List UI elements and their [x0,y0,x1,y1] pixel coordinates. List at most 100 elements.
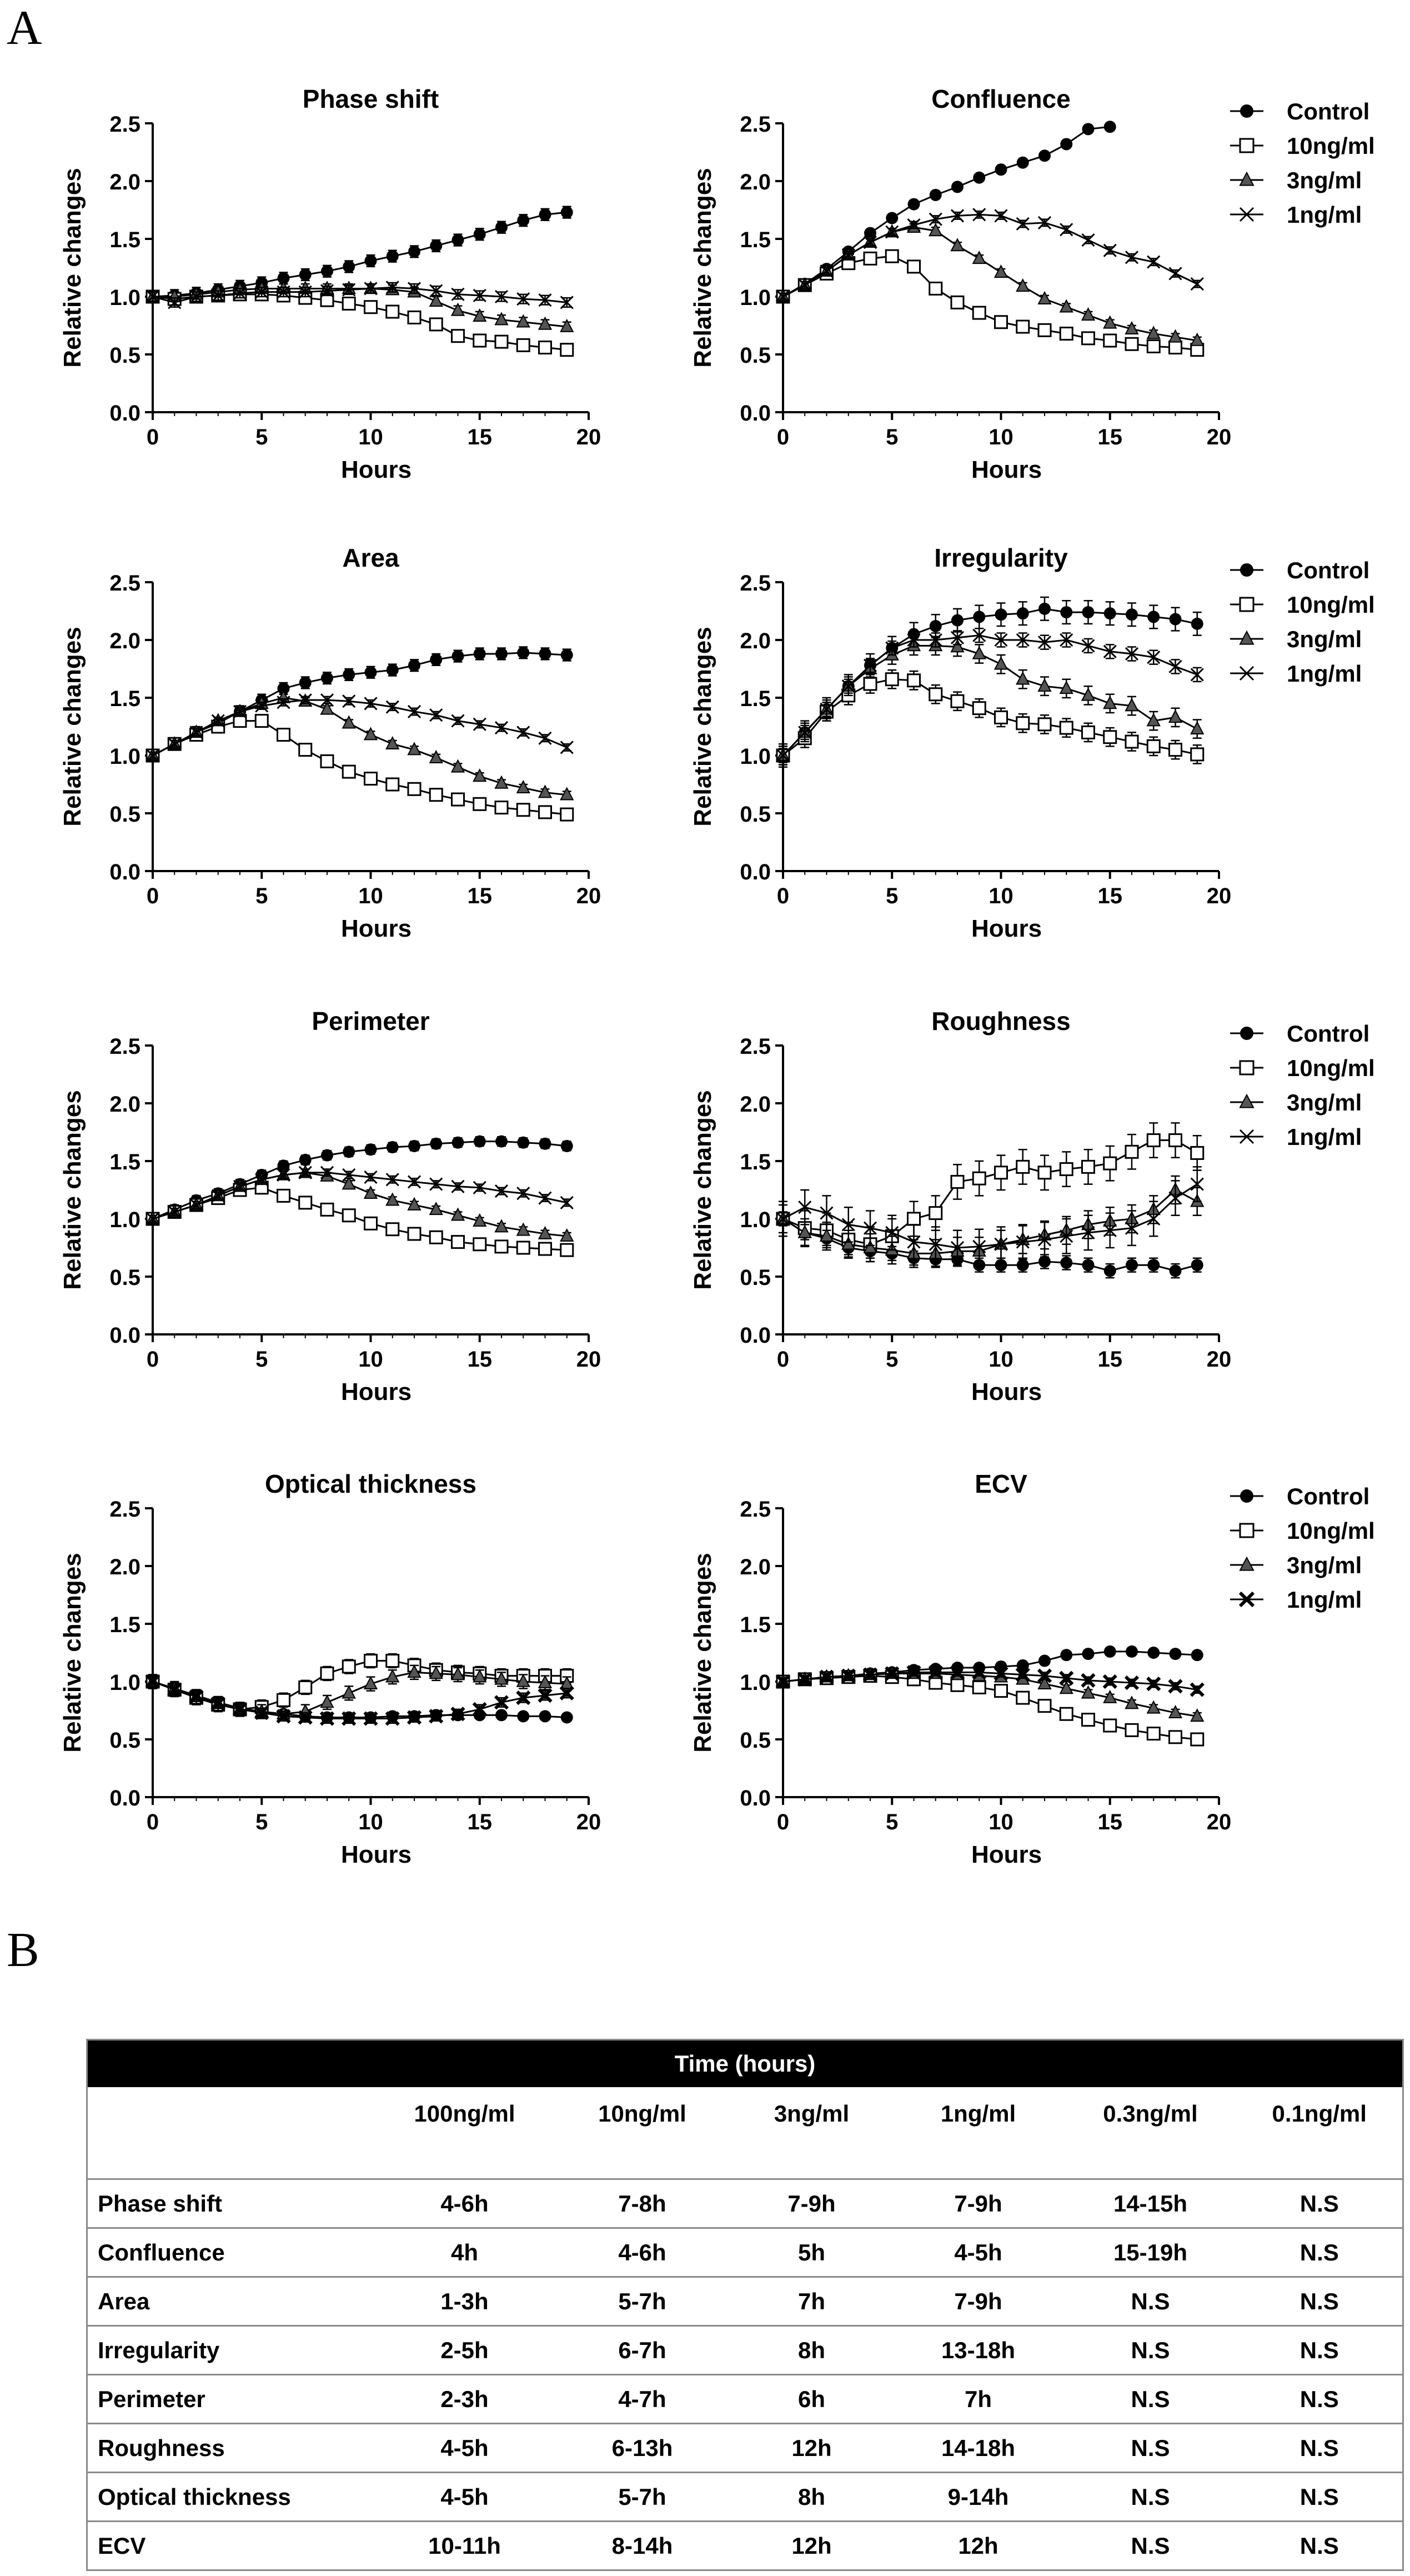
marker-open-square [277,1188,290,1203]
marker-x [1081,233,1095,247]
y-tick-label: 0.5 [109,1266,141,1290]
marker-x [819,1669,834,1684]
y-tick-label: 0.5 [740,1728,771,1753]
table-cell: 1-3h [375,2276,554,2326]
marker-open-square [1016,1159,1030,1174]
marker-open-square [385,1654,400,1668]
table-cell: N.S [1064,2520,1237,2571]
marker-triangle [342,1176,356,1190]
table-cell: N.S [1236,2178,1403,2228]
marker-triangle [1125,698,1139,712]
marker-x [907,1235,921,1249]
marker-x [254,1705,269,1720]
marker-filled-circle [343,668,355,681]
marker-x [885,1226,899,1240]
y-tick-label: 1.5 [740,228,771,252]
marker-x [776,289,790,304]
table-row: Perimeter 2-3h 4-7h 6h 7h N.S N.S [87,2374,1403,2424]
legend-label: 3ng/ml [1287,1089,1362,1116]
marker-x [429,284,443,298]
marker-filled-circle [321,265,333,278]
marker-filled-circle [539,647,551,660]
marker-filled-circle [430,239,443,252]
marker-open-square [1037,1166,1052,1180]
table-title: Time (hours) [87,2039,1403,2087]
marker-x [929,1237,942,1251]
marker-open-square [994,315,1008,329]
y-tick-label: 2.0 [740,1555,771,1579]
marker-filled-circle [560,1139,573,1152]
table-cell: 5-7h [553,2472,731,2522]
marker-filled-circle [451,1136,464,1149]
marker-x [472,1702,487,1717]
marker-x [342,694,356,708]
marker-triangle [1081,307,1096,321]
marker-x [232,1702,248,1717]
marker-filled-circle [1060,138,1073,151]
marker-x [516,292,530,306]
marker-filled-circle [343,1146,355,1158]
marker-x [1060,223,1073,237]
marker-filled-circle [1060,1649,1073,1662]
series-control [147,1675,573,1724]
marker-x [1147,1212,1161,1226]
x-tick-label: 0 [777,884,789,908]
marker-filled-circle [1240,104,1253,118]
marker-filled-circle [430,1137,443,1150]
chart-title: Area [342,543,399,572]
marker-filled-circle [1126,1259,1138,1272]
marker-open-square [407,1227,422,1241]
legend-label: 3ng/ml [1287,167,1362,193]
x-tick-label: 15 [468,1347,493,1372]
x-tick-label: 10 [988,1347,1013,1372]
marker-triangle [1081,1685,1096,1699]
y-tick-label: 1.5 [740,687,771,711]
marker-x [928,1665,943,1680]
marker-triangle [1081,687,1096,701]
y-axis-label: Relative changes [59,627,86,827]
y-tick-label: 1.0 [109,1670,141,1695]
table-cell: 6h [731,2374,892,2424]
y-tick-label: 2.5 [740,1034,771,1059]
marker-triangle [516,314,530,328]
y-tick-label: 2.5 [109,1497,141,1522]
chart-title: Optical thickness [265,1469,476,1498]
marker-x [775,1674,791,1689]
marker-x [1102,1674,1117,1689]
marker-x [950,631,965,644]
marker-x [1037,636,1052,649]
marker-filled-circle [1016,1659,1029,1672]
marker-open-square [1168,341,1182,355]
marker-x [841,1218,855,1232]
y-tick-label: 1.0 [740,286,771,310]
marker-x [994,633,1008,647]
marker-filled-circle [364,254,377,267]
marker-open-square [907,259,921,274]
legend: Control 10ng/ml 3ng/ml 1ng/ml [1230,98,1375,228]
marker-triangle [473,1213,487,1227]
marker-open-square [429,317,443,332]
marker-open-square [994,1166,1008,1180]
marker-open-square [929,1206,943,1221]
marker-x [906,1665,921,1680]
marker-x [385,281,399,294]
table-cell: 7h [892,2374,1065,2424]
x-tick-label: 0 [777,1347,789,1372]
y-tick-label: 0.5 [109,802,141,827]
marker-x [1125,1221,1139,1235]
marker-open-square [342,1208,356,1223]
marker-x [994,1237,1008,1251]
marker-x [473,1181,486,1194]
results-table: Time (hours) 100ng/ml 10ng/ml 3ng/ml 1ng/ml… [86,2039,1404,2571]
series-10ng-ml [145,714,574,822]
marker-triangle [1103,1689,1117,1703]
marker-triangle [494,1219,509,1233]
marker-x [429,708,443,722]
marker-filled-circle [364,1143,377,1156]
row-label: Roughness [87,2423,376,2473]
marker-triangle [1190,332,1205,346]
marker-x [1081,1673,1096,1688]
y-tick-label: 0.5 [109,343,141,368]
marker-triangle [950,639,965,653]
marker-x [1016,217,1030,231]
